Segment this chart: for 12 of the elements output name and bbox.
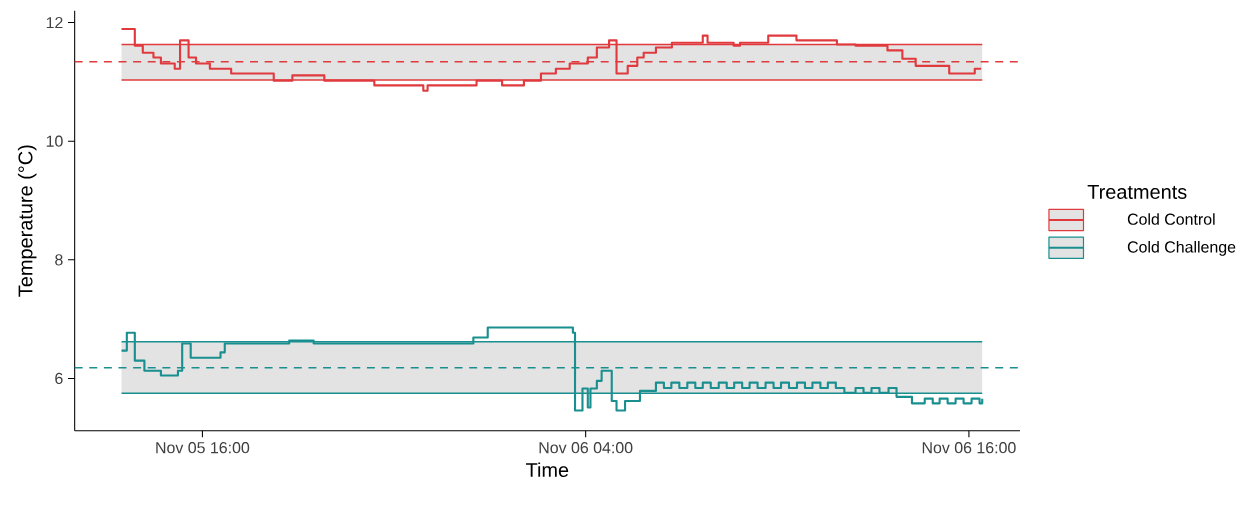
- text: Cold Control: [1127, 213, 1215, 225]
- text: Cold Challenge: [1127, 240, 1236, 256]
- legend-title: Treatments: [1087, 185, 1187, 199]
- y-tick-label: 10: [46, 135, 63, 147]
- x-tick-label: Nov 06 04:00: [539, 442, 633, 454]
- y-tick-label: 8: [55, 254, 63, 266]
- x-tick-label: Nov 06 16:00: [922, 442, 1016, 454]
- x-tick-label: Nov 05 16:00: [156, 442, 250, 454]
- x-axis-title: Time: [526, 462, 569, 478]
- y-tick-label: 6: [55, 372, 63, 385]
- y-axis-title: Temperature (°C): [17, 145, 37, 297]
- y-tick-label: 12: [46, 16, 63, 29]
